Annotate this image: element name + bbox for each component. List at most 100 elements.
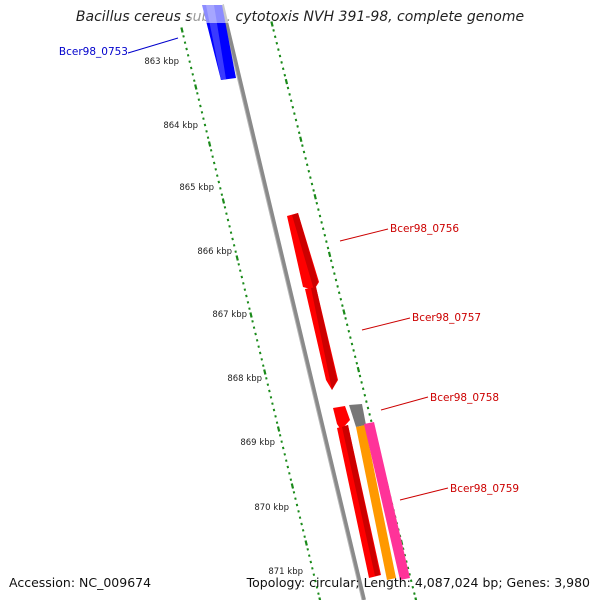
major-tick [299,136,303,142]
minor-tick [344,317,347,320]
minor-tick [331,265,335,269]
minor-tick [272,408,276,412]
minor-tick [312,573,316,576]
minor-tick [304,157,307,160]
minor-tick [197,98,201,101]
major-tick [276,426,281,432]
minor-tick [265,377,268,380]
gene-feature-pink[interactable] [364,422,410,580]
tick-label: 864 kbp [163,121,198,131]
minor-tick [355,361,359,365]
gene-feature-orange[interactable] [356,425,396,580]
minor-tick [214,168,217,171]
major-tick [235,255,239,261]
minor-tick [211,155,214,158]
minor-tick [409,579,413,583]
gene-label-bcer98-0753[interactable]: Bcer98_0753 [59,46,128,58]
minor-tick [258,351,262,355]
minor-tick [217,180,221,184]
minor-tick [368,413,371,416]
minor-tick [281,67,285,71]
gene-label-bcer98-0757[interactable]: Bcer98_0757 [412,312,481,324]
minor-tick [292,491,296,494]
major-tick [414,597,418,600]
leader-bcer98-0756 [339,228,389,242]
minor-tick [275,41,279,45]
minor-tick [255,339,259,342]
major-tick [221,198,226,204]
tick-label: 869 kbp [240,438,275,448]
minor-tick [297,131,301,135]
minor-tick [243,288,247,291]
minor-tick [303,535,306,538]
minor-tick [325,240,328,243]
minor-tick [254,332,257,336]
major-tick [263,369,267,375]
minor-tick [228,225,231,228]
minor-tick [350,342,354,346]
minor-tick [286,465,290,469]
minor-tick [318,214,322,218]
gene-label-bcer98-0756[interactable]: Bcer98_0756 [390,223,459,235]
tick-label: 866 kbp [197,247,232,257]
minor-tick [219,187,222,190]
minor-tick [309,176,312,179]
minor-tick [311,567,314,570]
tick-label: 868 kbp [227,374,262,384]
minor-tick [406,566,410,570]
minor-tick [183,41,187,44]
minor-tick [317,208,320,211]
minor-tick [326,246,330,250]
minor-tick [280,440,283,443]
minor-tick [320,221,323,224]
minor-tick [185,47,188,51]
minor-tick [321,227,325,231]
major-tick [249,312,253,318]
minor-tick [295,503,299,507]
minor-tick [347,329,351,333]
minor-tick [209,149,213,152]
minor-tick [271,402,274,405]
minor-tick [251,320,254,323]
minor-tick [336,285,339,288]
tick-track-inner [180,27,322,600]
minor-tick [278,434,282,437]
minor-tick [334,278,338,282]
gene-label-bcer98-0758[interactable]: Bcer98_0758 [430,392,499,404]
minor-tick [272,29,275,32]
minor-tick [269,396,273,399]
minor-tick [291,105,295,109]
gene-feature-gray[interactable] [349,404,366,427]
minor-tick [411,585,415,589]
minor-tick [266,383,270,386]
leader-bcer98-0753 [127,37,179,54]
minor-tick [212,161,216,165]
minor-tick [268,389,271,393]
minor-tick [345,323,349,327]
minor-tick [283,73,287,77]
minor-tick [294,497,297,500]
minor-tick [280,61,283,64]
major-tick [313,194,317,200]
minor-tick [189,66,193,70]
gene-bcer98-0758[interactable] [333,406,350,430]
minor-tick [349,336,352,339]
minor-tick [300,522,303,526]
major-tick [342,309,346,315]
accession-text: Accession: NC_009674 [9,575,152,590]
leader-bcer98-0759 [399,487,449,501]
tick-label: 867 kbp [212,310,247,320]
minor-tick [182,35,185,38]
minor-tick [205,130,208,133]
minor-tick [283,453,286,456]
genome-info-text: Topology: circular; Length: 4,087,024 bp… [246,575,590,590]
minor-tick [360,381,363,384]
minor-tick [199,104,202,108]
minor-tick [314,579,317,583]
minor-tick [353,355,357,359]
gene-label-bcer98-0759[interactable]: Bcer98_0759 [450,483,519,495]
minor-tick [369,419,373,423]
minor-tick [288,472,291,475]
major-tick [318,597,322,600]
tick-label: 865 kbp [179,183,214,193]
